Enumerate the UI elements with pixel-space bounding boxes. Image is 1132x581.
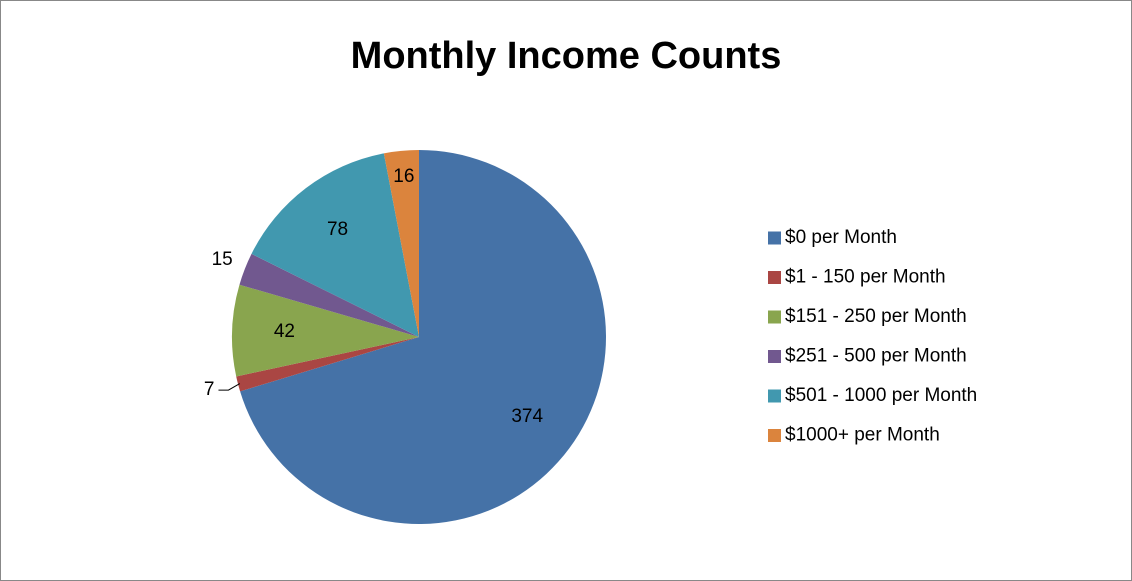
pie-slice <box>239 253 419 337</box>
data-label: 78 <box>327 219 348 240</box>
legend-swatch <box>768 231 781 245</box>
legend-label: $151 - 250 per Month <box>785 306 967 327</box>
legend-label: $501 - 1000 per Month <box>785 385 977 406</box>
pie-slice <box>383 150 419 337</box>
legend-swatch <box>768 271 781 284</box>
legend-swatch <box>768 429 781 442</box>
pie-slice <box>232 284 419 377</box>
data-label: 42 <box>274 321 295 342</box>
legend-label: $1 - 150 per Month <box>785 267 946 288</box>
pie-slice <box>236 337 419 392</box>
legend-swatch <box>768 389 781 403</box>
pie-slice <box>240 150 606 524</box>
data-label: 15 <box>212 249 233 270</box>
legend-label: $0 per Month <box>785 227 897 248</box>
pie-slice <box>251 153 419 337</box>
legend-label: $1000+ per Month <box>785 425 940 446</box>
leader-line <box>218 383 241 391</box>
data-label: 374 <box>511 406 543 427</box>
legend-swatch <box>768 310 781 324</box>
chart-title: Monthly Income Counts <box>351 35 782 77</box>
legend-label: $251 - 500 per Month <box>785 346 967 367</box>
data-label: 7 <box>204 379 215 400</box>
legend-swatch <box>768 350 781 363</box>
data-label: 16 <box>393 166 414 187</box>
